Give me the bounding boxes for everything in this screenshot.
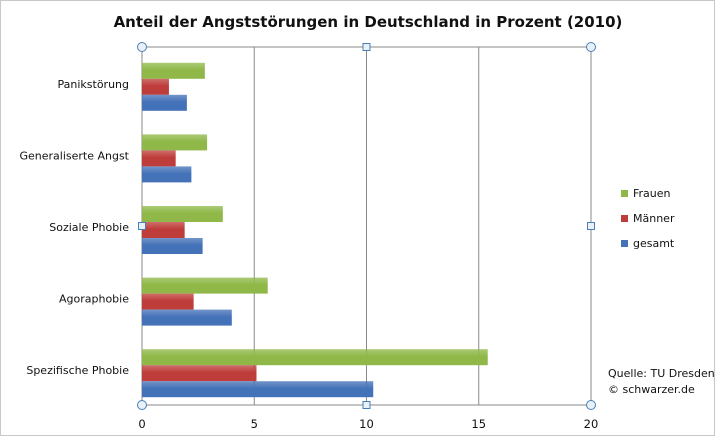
x-tick-20: 20	[584, 417, 599, 431]
bar-frauen-1	[142, 134, 208, 151]
bar-gesamt-2	[142, 238, 203, 254]
legend-label-männer: Männer	[633, 212, 675, 225]
bar-männer-4	[142, 365, 257, 382]
bar-gesamt-1	[142, 166, 192, 183]
selection-handles[interactable]	[137, 42, 596, 410]
bar-männer-1	[142, 150, 176, 167]
bar-frauen-0	[142, 62, 205, 79]
legend-swatch-männer	[621, 215, 628, 222]
corner-handle[interactable]	[137, 42, 147, 52]
corner-handle[interactable]	[586, 42, 596, 52]
chart-title: Anteil der Angststörungen in Deutschland…	[114, 13, 623, 31]
x-tick-0: 0	[138, 417, 145, 431]
bar-gesamt-4	[142, 381, 374, 398]
legend: Frauen Männer gesamt	[621, 187, 675, 250]
side-handle[interactable]	[138, 222, 146, 230]
x-tick-15: 15	[471, 417, 486, 431]
bar-frauen-3	[142, 277, 268, 294]
corner-handle[interactable]	[137, 400, 147, 410]
legend-swatch-gesamt	[621, 240, 628, 247]
x-tick-labels: 0 5 10 15 20	[138, 417, 598, 431]
bar-gesamt-3	[142, 309, 232, 326]
bar-männer-0	[142, 78, 169, 95]
category-label-1: Generaliserte Angst	[19, 149, 129, 162]
legend-label-gesamt: gesamt	[633, 237, 675, 250]
category-labels: Panikstörung Generaliserte Angst Soziale P…	[19, 78, 129, 377]
category-label-2: Soziale Phobie	[49, 221, 129, 234]
x-tick-5: 5	[251, 417, 258, 431]
bar-gesamt-0	[142, 94, 187, 111]
side-handle[interactable]	[362, 43, 371, 51]
legend-swatch-frauen	[621, 190, 628, 197]
side-handle[interactable]	[587, 222, 595, 230]
gridlines	[253, 47, 480, 405]
category-label-0: Panikstörung	[58, 78, 130, 91]
side-handle[interactable]	[362, 401, 371, 409]
category-label-3: Agoraphobie	[59, 293, 129, 306]
source-line-1: Quelle: TU Dresden	[608, 367, 715, 380]
bars	[142, 62, 488, 398]
bar-frauen-2	[142, 206, 223, 222]
bar-männer-2	[142, 222, 185, 238]
category-label-4: Spezifische Phobie	[26, 364, 129, 377]
x-tick-10: 10	[359, 417, 374, 431]
source-line-2: © schwarzer.de	[608, 383, 695, 396]
bar-männer-3	[142, 293, 194, 310]
corner-handle[interactable]	[586, 400, 596, 410]
bar-frauen-4	[142, 349, 488, 366]
legend-label-frauen: Frauen	[633, 187, 671, 200]
